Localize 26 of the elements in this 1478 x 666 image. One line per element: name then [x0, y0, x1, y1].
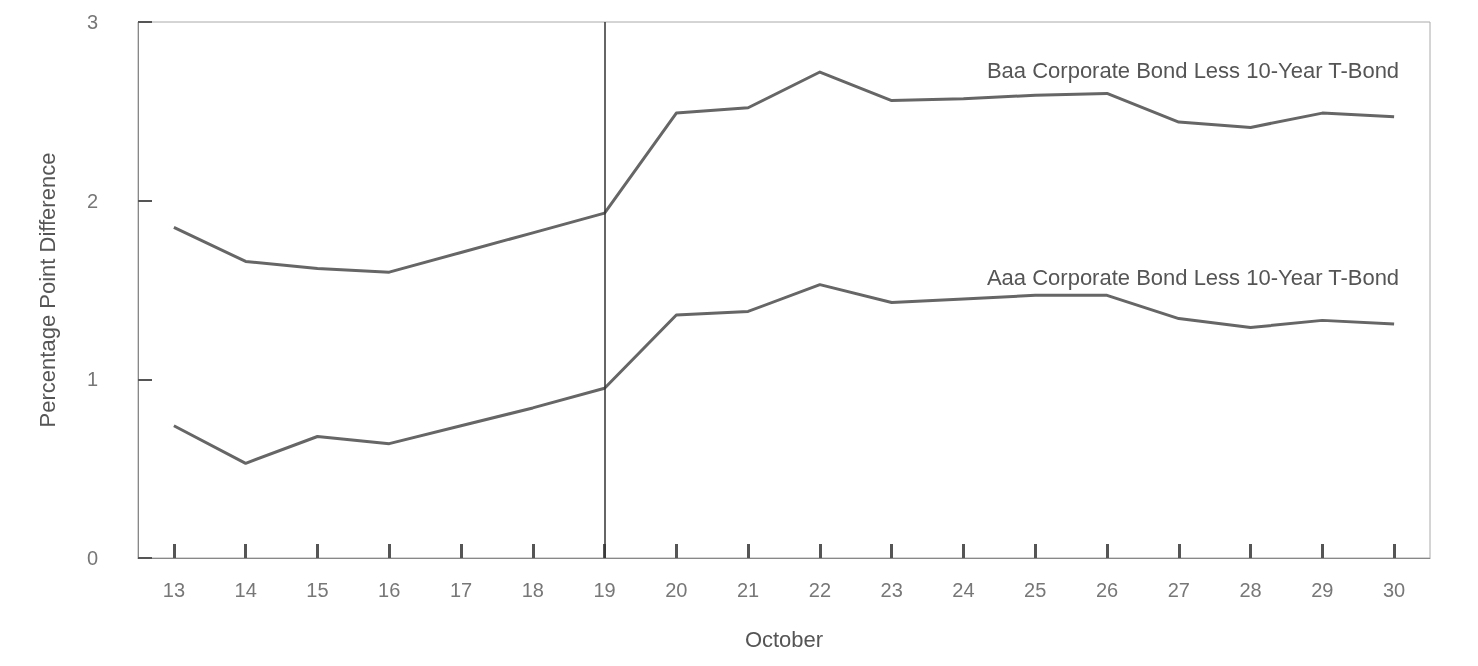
y-tick-label: 3 — [86, 11, 98, 33]
x-tick-label: 19 — [593, 579, 616, 601]
x-tick-label: 21 — [736, 579, 760, 601]
x-tick-label: 20 — [665, 579, 688, 601]
y-tick-label: 0 — [86, 547, 98, 569]
x-tick-label: 13 — [162, 579, 186, 601]
x-tick-label: 23 — [880, 579, 903, 601]
x-tick-label: 29 — [1311, 579, 1334, 601]
x-tick-label: 22 — [808, 579, 832, 601]
x-tick-label: 24 — [952, 579, 975, 601]
y-axis-title: Percentage Point Difference — [34, 152, 60, 428]
x-tick-label: 17 — [449, 579, 473, 601]
x-tick-label: 26 — [1095, 579, 1119, 601]
x-tick-label: 18 — [521, 579, 544, 601]
x-tick-label: 28 — [1239, 579, 1262, 601]
y-tick-label: 1 — [86, 368, 98, 391]
x-axis-title: October — [744, 626, 824, 652]
x-tick-label: 15 — [306, 579, 329, 601]
y-tick-label: 2 — [86, 189, 98, 212]
x-tick-label: 14 — [234, 579, 257, 601]
series-label: Baa Corporate Bond Less 10-Year T-Bond — [986, 58, 1400, 84]
x-tick-label: 25 — [1024, 579, 1047, 601]
x-tick-label: 27 — [1167, 579, 1190, 601]
series-label: Aaa Corporate Bond Less 10-Year T-Bond — [986, 265, 1400, 291]
x-tick-label: 16 — [378, 579, 401, 601]
x-tick-label: 30 — [1382, 579, 1406, 601]
